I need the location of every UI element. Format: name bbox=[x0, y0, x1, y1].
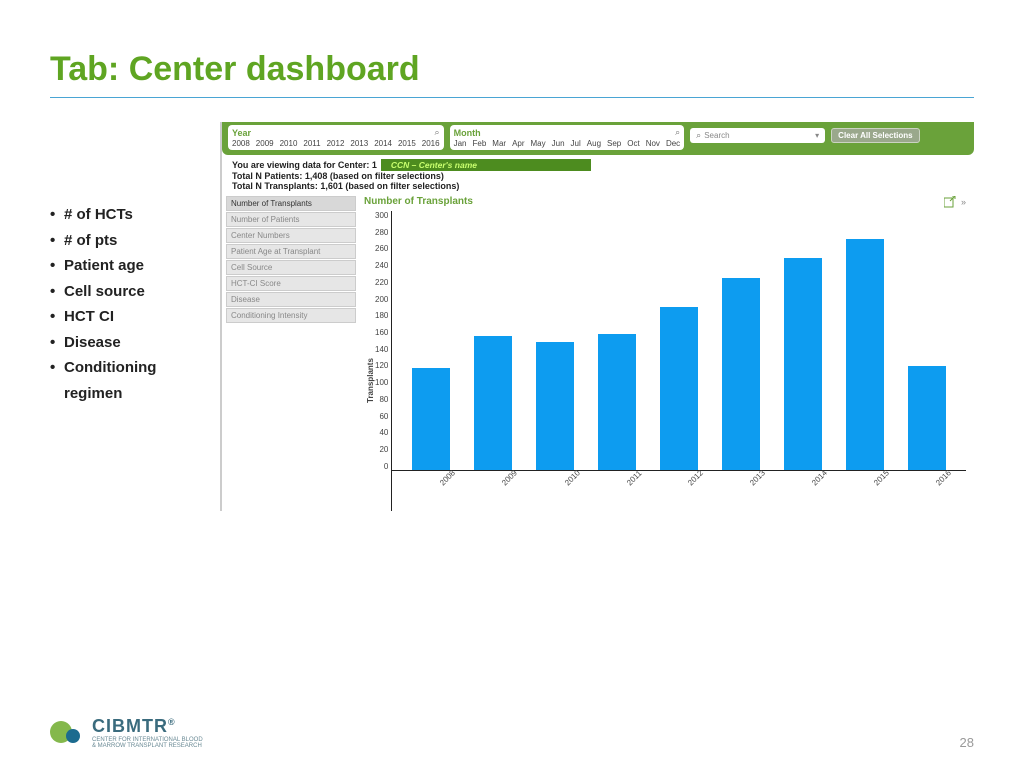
x-tick-label: 2014 bbox=[810, 468, 851, 509]
month-option[interactable]: Jan bbox=[454, 139, 467, 148]
sidebar-item[interactable]: Number of Transplants bbox=[226, 196, 356, 211]
filter-header-bar: Year ⌕ 2008 2009 2010 2011 2012 2013 2014 2015 2… bbox=[222, 122, 974, 155]
month-option[interactable]: Dec bbox=[666, 139, 680, 148]
chart-title: Number of Transplants bbox=[364, 196, 966, 207]
bar[interactable] bbox=[846, 239, 884, 470]
x-tick-label: 2011 bbox=[625, 469, 665, 509]
bar[interactable] bbox=[660, 307, 698, 470]
month-option[interactable]: Oct bbox=[627, 139, 639, 148]
year-option[interactable]: 2012 bbox=[327, 139, 345, 148]
status-block: You are viewing data for Center: 1 CCN –… bbox=[222, 155, 974, 195]
month-option[interactable]: Jul bbox=[571, 139, 581, 148]
dropdown-caret-icon[interactable]: ▾ bbox=[815, 131, 819, 140]
month-option[interactable]: Apr bbox=[512, 139, 524, 148]
sidebar-item[interactable]: Number of Patients bbox=[226, 212, 356, 227]
sidebar-item[interactable]: Cell Source bbox=[226, 260, 356, 275]
month-option[interactable]: Feb bbox=[472, 139, 486, 148]
sidebar-item[interactable]: Patient Age at Transplant bbox=[226, 244, 356, 259]
year-option[interactable]: 2009 bbox=[256, 139, 274, 148]
sidebar-item[interactable]: Disease bbox=[226, 292, 356, 307]
slide-title: Tab: Center dashboard bbox=[50, 50, 974, 98]
year-option[interactable]: 2010 bbox=[280, 139, 298, 148]
cibmtr-logo: CIBMTR® CENTER FOR INTERNATIONAL BLOOD &… bbox=[50, 716, 203, 750]
sidebar-item[interactable]: Conditioning Intensity bbox=[226, 308, 356, 323]
x-tick-label: 2010 bbox=[563, 468, 604, 509]
year-option[interactable]: 2013 bbox=[350, 139, 368, 148]
x-tick-label: 2015 bbox=[872, 468, 913, 509]
month-option[interactable]: Nov bbox=[646, 139, 660, 148]
search-placeholder: Search bbox=[704, 131, 729, 140]
search-icon: ⌕ bbox=[696, 130, 701, 141]
bullet-item: # of pts bbox=[64, 228, 210, 254]
viewing-text: You are viewing data for Center: 1 bbox=[232, 160, 377, 170]
sidebar-item[interactable]: Center Numbers bbox=[226, 228, 356, 243]
x-tick-label: 2016 bbox=[934, 468, 975, 509]
year-option[interactable]: 2011 bbox=[303, 139, 320, 148]
bullet-item: # of HCTs bbox=[64, 202, 210, 228]
search-icon[interactable]: ⌕ bbox=[675, 127, 680, 138]
x-tick-label: 2013 bbox=[748, 468, 789, 509]
bullet-list: # of HCTs# of ptsPatient ageCell sourceH… bbox=[50, 122, 210, 511]
bullet-item: Patient age bbox=[64, 253, 210, 279]
bars-container bbox=[392, 211, 966, 471]
total-transplants-text: Total N Transplants: 1,601 (based on fil… bbox=[232, 181, 964, 191]
month-option[interactable]: May bbox=[531, 139, 546, 148]
x-tick-label: 2008 bbox=[438, 468, 479, 509]
x-axis-labels: 200820092010201120122013201420152016 bbox=[392, 471, 966, 511]
clear-all-button[interactable]: Clear All Selections bbox=[831, 128, 919, 143]
bullet-item: HCT CI bbox=[64, 304, 210, 330]
month-option[interactable]: Jun bbox=[552, 139, 565, 148]
page-number: 28 bbox=[960, 735, 974, 750]
x-tick-label: 2009 bbox=[500, 468, 541, 509]
bar[interactable] bbox=[474, 336, 512, 470]
chart-area: Number of Transplants » Transplants 3002… bbox=[356, 196, 966, 511]
metric-sidebar: Number of TransplantsNumber of PatientsC… bbox=[226, 196, 356, 511]
year-label: Year bbox=[232, 128, 251, 138]
bullet-item: Conditioning regimen bbox=[64, 355, 210, 406]
search-input[interactable]: ⌕Search ▾ bbox=[690, 128, 825, 143]
dashboard-screenshot: Year ⌕ 2008 2009 2010 2011 2012 2013 2014 2015 2… bbox=[220, 122, 974, 511]
year-filter-panel[interactable]: Year ⌕ 2008 2009 2010 2011 2012 2013 2014 2015 2… bbox=[228, 125, 444, 150]
sidebar-item[interactable]: HCT-CI Score bbox=[226, 276, 356, 291]
month-option[interactable]: Mar bbox=[492, 139, 506, 148]
month-option[interactable]: Aug bbox=[587, 139, 601, 148]
bullet-item: Cell source bbox=[64, 279, 210, 305]
year-option[interactable]: 2015 bbox=[398, 139, 416, 148]
year-option[interactable]: 2014 bbox=[374, 139, 392, 148]
y-axis-ticks: 3002802602402202001801601401201008060402… bbox=[375, 211, 391, 511]
year-option[interactable]: 2016 bbox=[422, 139, 440, 148]
export-controls[interactable]: » bbox=[944, 196, 966, 208]
month-label: Month bbox=[454, 128, 481, 138]
bar[interactable] bbox=[598, 334, 636, 470]
total-patients-text: Total N Patients: 1,408 (based on filter… bbox=[232, 171, 964, 181]
bar[interactable] bbox=[722, 278, 760, 470]
center-name-badge: CCN – Center's name bbox=[381, 159, 591, 171]
bar[interactable] bbox=[784, 258, 822, 470]
bar[interactable] bbox=[412, 368, 450, 470]
bar[interactable] bbox=[908, 366, 946, 470]
x-tick-label: 2012 bbox=[686, 468, 727, 509]
bar[interactable] bbox=[536, 342, 574, 470]
month-option[interactable]: Sep bbox=[607, 139, 621, 148]
search-icon[interactable]: ⌕ bbox=[435, 127, 440, 138]
bullet-item: Disease bbox=[64, 330, 210, 356]
year-option[interactable]: 2008 bbox=[232, 139, 250, 148]
month-filter-panel[interactable]: Month ⌕ Jan Feb Mar Apr May Jun Jul Aug Sep Oct No… bbox=[450, 125, 685, 150]
y-axis-label: Transplants bbox=[364, 211, 375, 511]
